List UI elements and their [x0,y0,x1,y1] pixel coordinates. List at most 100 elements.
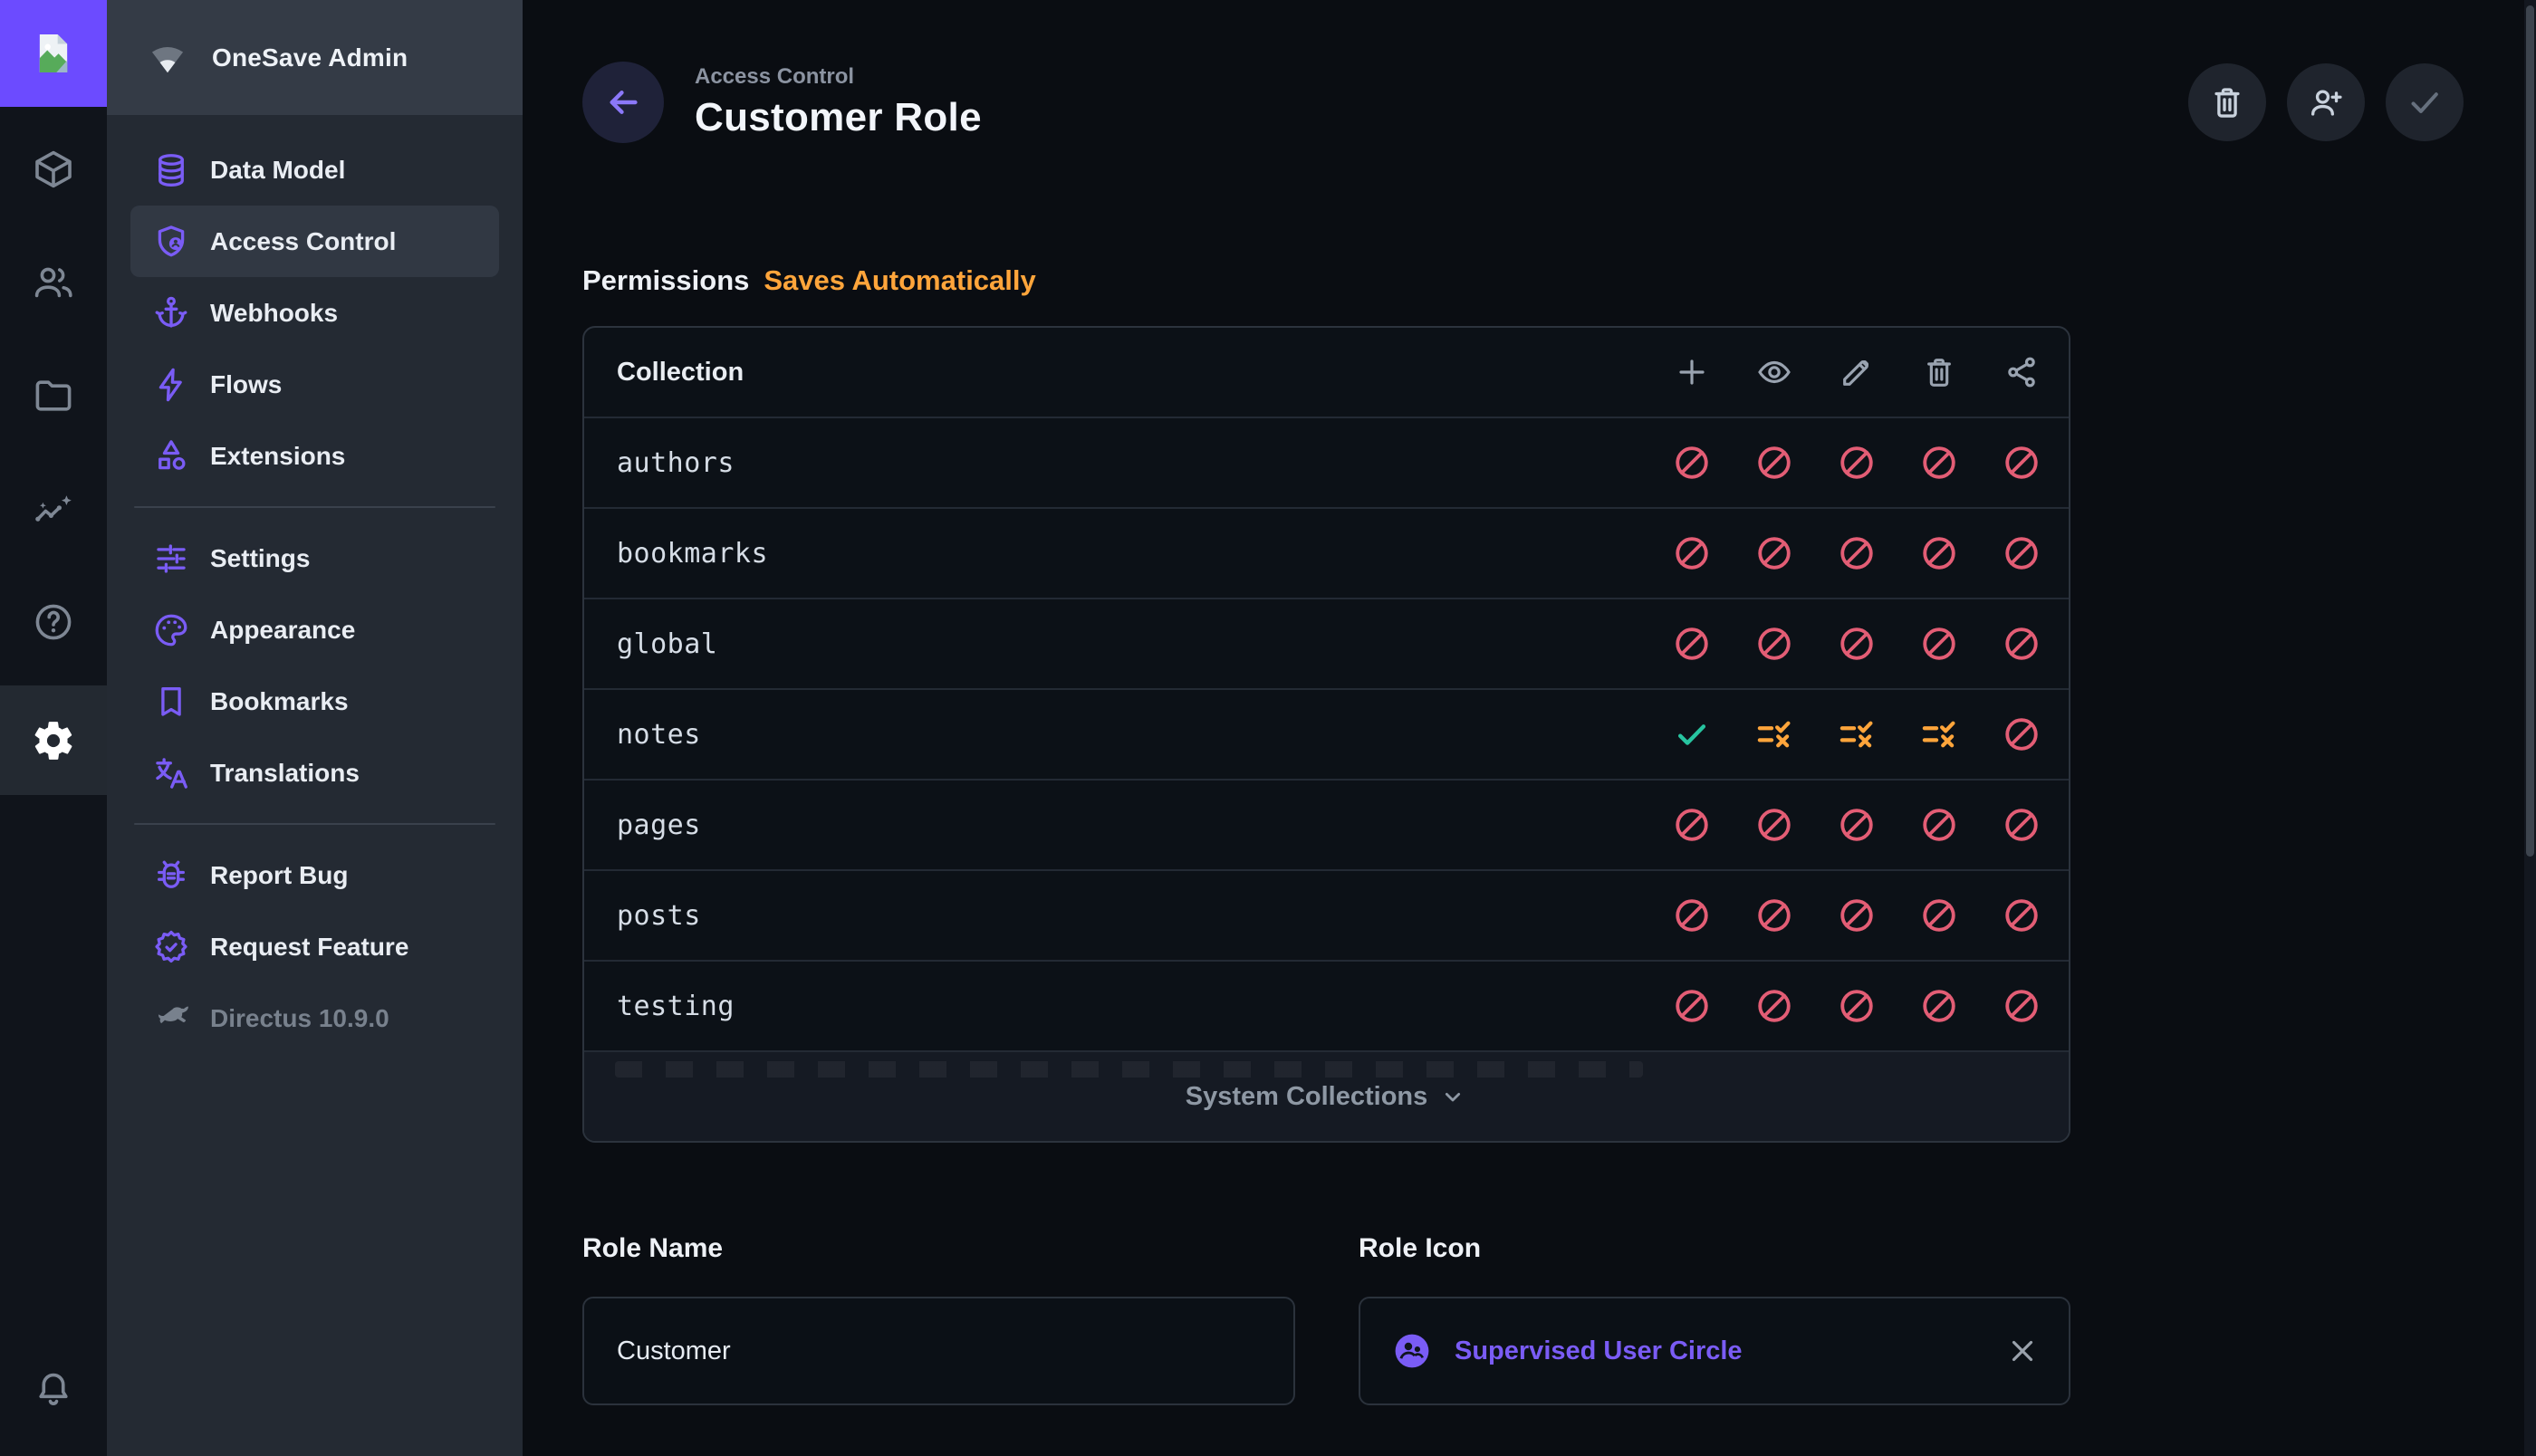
table-row: posts [584,869,2069,960]
permission-delete-block-icon[interactable] [1919,896,1959,935]
add-icon[interactable] [1672,352,1712,392]
sidebar-item-directus-version[interactable]: Directus 10.9.0 [130,982,499,1054]
header-actions [2188,63,2464,141]
permissions-label: Permissions [582,264,750,296]
permission-create-block-icon[interactable] [1672,624,1712,664]
translate-icon [152,754,190,792]
close-icon[interactable] [2005,1334,2040,1368]
permission-read-block-icon[interactable] [1754,443,1794,483]
module-content-box-icon[interactable] [0,120,107,219]
sidebar-item-request-feature[interactable]: Request Feature [130,911,499,982]
permission-create-block-icon[interactable] [1672,443,1712,483]
permission-share-block-icon[interactable] [2002,986,2041,1026]
permission-cells [1672,896,2041,935]
permission-read-block-icon[interactable] [1754,896,1794,935]
module-insights-icon[interactable] [0,459,107,559]
permission-delete-rule-icon[interactable] [1919,714,1959,754]
sidebar-item-label: Bookmarks [210,686,349,715]
table-row: testing [584,960,2069,1050]
permission-share-block-icon[interactable] [2002,805,2041,845]
permission-cells [1672,714,2041,754]
permission-share-block-icon[interactable] [2002,443,2041,483]
project-switcher[interactable]: OneSave Admin [107,0,523,115]
permission-update-block-icon[interactable] [1837,533,1877,573]
permission-read-block-icon[interactable] [1754,986,1794,1026]
permission-delete-block-icon[interactable] [1919,986,1959,1026]
save-button[interactable] [2386,63,2464,141]
sidebar-item-webhooks[interactable]: Webhooks [130,277,499,349]
nav-divider [134,823,495,825]
permission-update-rule-icon[interactable] [1837,714,1877,754]
share-icon[interactable] [2002,352,2041,392]
project-logo[interactable] [0,0,107,107]
permission-create-check-icon[interactable] [1672,714,1712,754]
sidebar-item-flows[interactable]: Flows [130,349,499,420]
sidebar-item-extensions[interactable]: Extensions [130,420,499,492]
permission-update-block-icon[interactable] [1837,805,1877,845]
permission-create-block-icon[interactable] [1672,533,1712,573]
scrollbar-thumb[interactable] [2526,5,2534,857]
nav-sidebar: OneSave Admin Data Model Access Control … [107,0,523,1456]
sidebar-item-label: Settings [210,543,311,572]
delete-icon[interactable] [1919,352,1959,392]
table-row: authors [584,417,2069,507]
delete-role-button[interactable] [2188,63,2266,141]
sidebar-item-appearance[interactable]: Appearance [130,594,499,666]
person-add-icon [2307,83,2345,121]
edit-icon[interactable] [1837,352,1877,392]
back-button[interactable] [582,62,664,143]
permission-delete-block-icon[interactable] [1919,533,1959,573]
permission-update-block-icon[interactable] [1837,624,1877,664]
sidebar-item-settings[interactable]: Settings [130,522,499,594]
module-settings-gear-icon[interactable] [0,685,107,795]
module-files-folder-icon[interactable] [0,346,107,445]
sidebar-item-translations[interactable]: Translations [130,737,499,809]
signal-wifi-icon [147,37,188,79]
permission-share-block-icon[interactable] [2002,896,2041,935]
permission-create-block-icon[interactable] [1672,986,1712,1026]
permission-delete-block-icon[interactable] [1919,805,1959,845]
directus-rabbit-icon [152,1000,190,1038]
palette-icon [152,611,190,649]
permissions-table-header: Collection [584,328,2069,417]
collection-name: authors [617,446,735,479]
permission-share-block-icon[interactable] [2002,533,2041,573]
sidebar-item-access-control[interactable]: Access Control [130,206,499,277]
permission-read-block-icon[interactable] [1754,624,1794,664]
system-collections-toggle[interactable]: System Collections [584,1050,2069,1141]
page-title: Customer Role [695,95,982,139]
collection-column-header: Collection [617,357,744,387]
notifications-bell-icon[interactable] [0,1369,107,1411]
permission-cells [1672,805,2041,845]
role-name-box [582,1297,1295,1405]
sidebar-item-data-model[interactable]: Data Model [130,134,499,206]
permission-read-block-icon[interactable] [1754,805,1794,845]
permission-create-block-icon[interactable] [1672,896,1712,935]
vertical-scrollbar[interactable] [2524,0,2536,1456]
permission-update-block-icon[interactable] [1837,896,1877,935]
sidebar-item-report-bug[interactable]: Report Bug [130,839,499,911]
permission-update-block-icon[interactable] [1837,986,1877,1026]
permission-create-block-icon[interactable] [1672,805,1712,845]
nav-list: Data Model Access Control Webhooks Flows [107,115,523,1054]
module-users-icon[interactable] [0,233,107,332]
permission-update-block-icon[interactable] [1837,443,1877,483]
module-buttons [0,120,107,799]
invite-user-button[interactable] [2287,63,2365,141]
role-name-input[interactable] [584,1298,1293,1403]
permission-read-rule-icon[interactable] [1754,714,1794,754]
collection-name: testing [617,990,735,1022]
collection-name: posts [617,899,701,932]
permission-share-block-icon[interactable] [2002,624,2041,664]
role-icon-picker[interactable]: Supervised User Circle [1359,1297,2070,1405]
permission-delete-block-icon[interactable] [1919,624,1959,664]
permission-share-block-icon[interactable] [2002,714,2041,754]
sidebar-item-bookmarks[interactable]: Bookmarks [130,666,499,737]
role-icon-inner: Supervised User Circle [1360,1330,2069,1372]
bolt-icon [152,366,190,404]
project-name: OneSave Admin [212,43,408,72]
permission-read-block-icon[interactable] [1754,533,1794,573]
visibility-icon[interactable] [1754,352,1794,392]
module-help-icon[interactable] [0,572,107,672]
permission-delete-block-icon[interactable] [1919,443,1959,483]
